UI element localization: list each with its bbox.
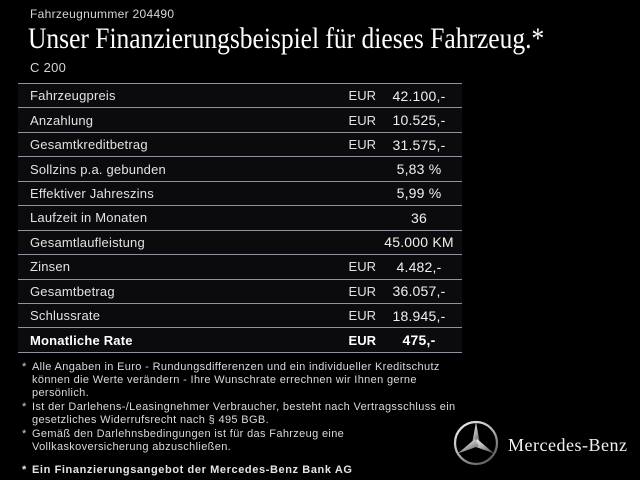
footnote-marker: *: [22, 401, 27, 414]
row-value: 31.575,-: [392, 136, 446, 153]
row-label: Schlussrate: [30, 308, 101, 324]
row-value: 475,-: [402, 332, 436, 349]
row-currency: EUR: [348, 283, 376, 299]
row-value: 5,99 %: [396, 185, 442, 202]
row-label: Sollzins p.a. gebunden: [30, 161, 166, 177]
footnote-item: * Ein Finanzierungsangebot der Mercedes-…: [22, 464, 474, 477]
footnote-marker: *: [22, 428, 27, 441]
row-value: 4.482,-: [396, 258, 442, 275]
vehicle-model-label: C 200: [30, 60, 67, 75]
row-value: 10.525,-: [392, 112, 446, 129]
row-currency: EUR: [348, 88, 376, 104]
footnote-item: * Alle Angaben in Euro - Rundungsdiffere…: [22, 361, 474, 401]
row-value: 36.057,-: [392, 283, 446, 300]
brand-wordmark: Mercedes-Benz: [508, 435, 628, 455]
table-row: Schlussrate EUR 18.945,-: [18, 302, 462, 328]
row-label: Zinsen: [30, 259, 71, 275]
table-row: Laufzeit in Monaten 36: [18, 205, 462, 230]
table-row: Monatliche Rate EUR 475,-: [18, 327, 462, 353]
footnotes-block: * Alle Angaben in Euro - Rundungsdiffere…: [22, 361, 474, 478]
table-row: Fahrzeugpreis EUR 42.100,-: [18, 83, 462, 108]
footnote-text: Ist der Darlehens-/Leasingnehmer Verbrau…: [32, 401, 456, 427]
vehicle-number-label: Fahrzeugnummer 204490: [30, 7, 175, 21]
row-label: Gesamtlaufleistung: [30, 234, 145, 250]
row-label: Fahrzeugpreis: [30, 88, 116, 104]
page-title: Unser Finanzierungsbeispiel für dieses F…: [28, 22, 545, 55]
row-value: 42.100,-: [392, 87, 446, 104]
row-currency: EUR: [348, 308, 376, 324]
row-value: 5,83 %: [396, 161, 442, 178]
table-row: Gesamtlaufleistung 45.000 KM: [18, 229, 462, 255]
row-label: Monatliche Rate: [30, 332, 133, 348]
table-row: Anzahlung EUR 10.525,-: [18, 107, 462, 132]
footnote-text: Alle Angaben in Euro - Rundungsdifferenz…: [32, 361, 440, 400]
footnote-item: * Ist der Darlehens-/Leasingnehmer Verbr…: [22, 401, 474, 427]
footnote-text: Gemäß den Darlehnsbedingungen ist für da…: [32, 428, 345, 454]
table-row: Gesamtbetrag EUR 36.057,-: [18, 278, 462, 303]
row-currency: EUR: [348, 259, 376, 275]
table-row: Zinsen EUR 4.482,-: [18, 254, 462, 279]
row-currency: EUR: [348, 112, 376, 128]
row-value: 36: [411, 209, 427, 226]
table-row: Sollzins p.a. gebunden 5,83 %: [18, 156, 462, 181]
footnote-text: Ein Finanzierungsangebot der Mercedes-Be…: [32, 464, 353, 477]
brand-area: Mercedes-Benz: [452, 419, 627, 472]
footnote-item: * Gemäß den Darlehnsbedingungen ist für …: [22, 428, 474, 454]
mercedes-star-icon: [452, 419, 500, 472]
row-value: 18.945,-: [392, 307, 446, 324]
row-currency: EUR: [348, 137, 376, 153]
table-row: Effektiver Jahreszins 5,99 %: [18, 180, 462, 206]
footnote-marker: *: [22, 464, 27, 477]
row-label: Laufzeit in Monaten: [30, 210, 148, 226]
footnote-marker: *: [22, 361, 27, 373]
row-currency: EUR: [348, 332, 376, 348]
table-row: Gesamtkreditbetrag EUR 31.575,-: [18, 131, 462, 157]
row-label: Gesamtkreditbetrag: [30, 137, 148, 153]
row-value: 45.000 KM: [384, 234, 454, 251]
financing-table: Fahrzeugpreis EUR 42.100,- Anzahlung EUR…: [18, 83, 462, 353]
row-label: Gesamtbetrag: [30, 283, 115, 299]
row-label: Anzahlung: [30, 112, 94, 128]
row-label: Effektiver Jahreszins: [30, 185, 154, 201]
